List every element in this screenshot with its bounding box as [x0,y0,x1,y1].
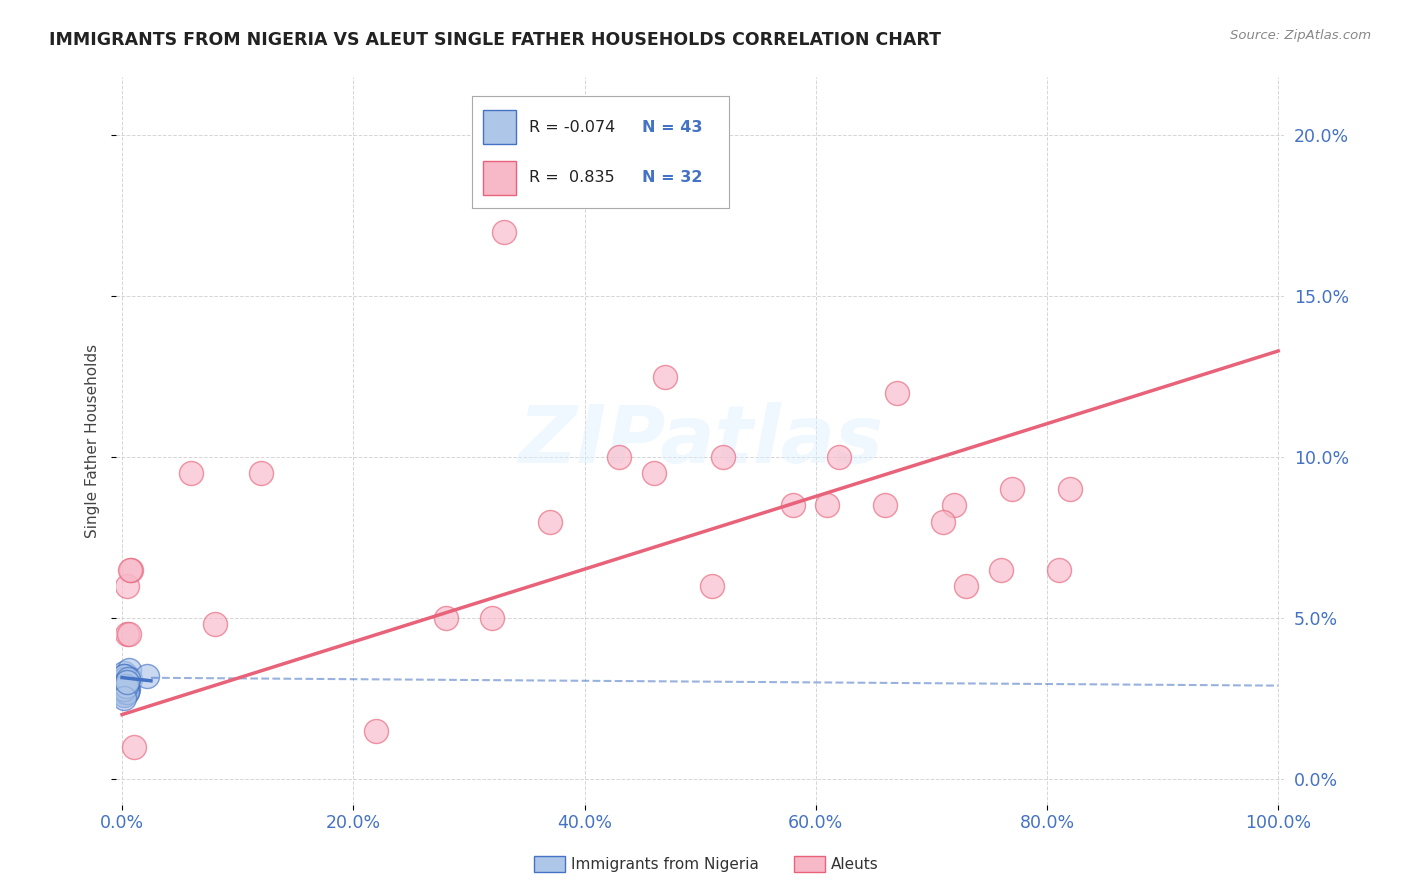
Point [654,369,676,384]
Point [117,672,139,686]
Point [115,627,138,641]
Point [114,681,136,696]
Point [112,675,135,690]
Point [955,579,977,593]
Point [1001,483,1024,497]
Point [114,679,136,693]
Point [643,467,665,481]
Text: IMMIGRANTS FROM NIGERIA VS ALEUT SINGLE FATHER HOUSEHOLDS CORRELATION CHART: IMMIGRANTS FROM NIGERIA VS ALEUT SINGLE … [49,31,941,49]
Text: ZIPatlas: ZIPatlas [517,402,883,480]
Point [538,515,561,529]
Point [700,579,723,593]
Point [136,669,159,683]
Point [990,563,1012,577]
Text: Aleuts: Aleuts [831,857,879,871]
Point [943,499,966,513]
Point [204,617,226,632]
Text: Immigrants from Nigeria: Immigrants from Nigeria [571,857,759,871]
Point [117,672,139,686]
Text: Source: ZipAtlas.com: Source: ZipAtlas.com [1230,29,1371,42]
Point [112,685,135,699]
Point [117,672,139,686]
Point [1047,563,1070,577]
Point [115,681,138,696]
Point [875,499,897,513]
Point [112,688,135,702]
Point [114,679,136,693]
Point [122,739,145,754]
Point [366,723,388,738]
Point [114,679,136,693]
Point [118,627,141,641]
Point [114,679,136,693]
Point [115,672,138,686]
Point [115,675,138,690]
Point [114,681,136,696]
Point [607,450,630,464]
Point [828,450,851,464]
Point [117,675,139,690]
Point [112,679,135,693]
Point [112,669,135,683]
Point [249,467,271,481]
Point [112,685,135,699]
Point [117,681,139,696]
Point [112,665,135,680]
Point [115,681,138,696]
Point [120,563,142,577]
Point [782,499,804,513]
Y-axis label: Single Father Households: Single Father Households [86,344,100,538]
Point [114,679,136,693]
Point [112,691,135,706]
Point [115,669,138,683]
Point [481,611,503,625]
Point [120,563,142,577]
Point [112,675,135,690]
Point [114,675,136,690]
Point [180,467,202,481]
Point [492,225,515,239]
Point [112,688,135,702]
Point [112,669,135,683]
Point [434,611,457,625]
Point [114,675,136,690]
Point [114,679,136,693]
Point [815,499,838,513]
Point [115,675,138,690]
Point [114,675,136,690]
Point [112,672,135,686]
Point [1059,483,1081,497]
Point [711,450,734,464]
Point [112,681,135,696]
Point [115,685,138,699]
Point [115,685,138,699]
Point [886,385,908,400]
Point [114,685,136,699]
Point [114,675,136,690]
Point [932,515,955,529]
Point [120,672,142,686]
Point [118,663,141,677]
Point [112,681,135,696]
Point [115,675,138,690]
Point [115,579,138,593]
